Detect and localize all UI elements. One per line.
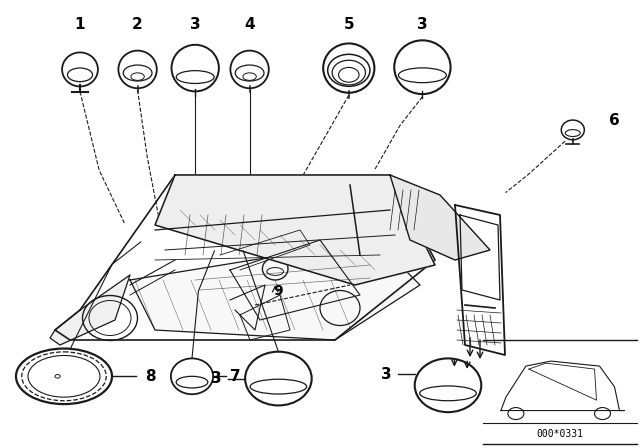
Text: 3: 3 — [190, 17, 200, 32]
Text: 3: 3 — [381, 366, 392, 382]
Text: 000*0331: 000*0331 — [536, 429, 584, 439]
Text: 1: 1 — [75, 17, 85, 32]
Text: 7: 7 — [230, 369, 241, 384]
Text: 9: 9 — [273, 284, 284, 298]
Polygon shape — [390, 175, 490, 260]
Polygon shape — [130, 240, 420, 340]
Text: 3: 3 — [417, 17, 428, 32]
Text: 5: 5 — [344, 17, 354, 32]
Polygon shape — [50, 275, 130, 345]
Polygon shape — [155, 175, 435, 285]
Text: 4: 4 — [244, 17, 255, 32]
Text: 2: 2 — [132, 17, 143, 32]
Text: 3: 3 — [211, 371, 222, 386]
Text: 6: 6 — [609, 113, 620, 129]
Text: 8: 8 — [146, 369, 156, 384]
